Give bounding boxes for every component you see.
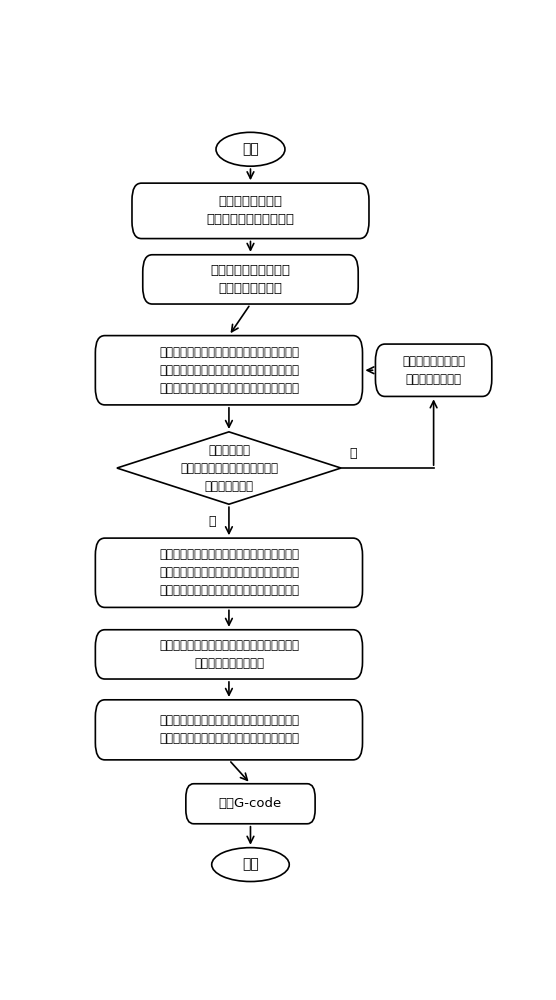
FancyBboxPatch shape xyxy=(186,784,315,824)
Ellipse shape xyxy=(212,848,289,882)
Text: 采用拓扑学思想将各子区域抽象成点，并根据
子区域所属优化结构的位置关系将点与点之间
相连接，建立含有优化结构特征信息的连通图: 采用拓扑学思想将各子区域抽象成点，并根据 子区域所属优化结构的位置关系将点与点之… xyxy=(159,346,299,395)
FancyBboxPatch shape xyxy=(132,183,369,239)
FancyBboxPatch shape xyxy=(96,700,363,760)
FancyBboxPatch shape xyxy=(143,255,358,304)
Text: 根据各区间的纤维轨迹方向和打印间距约束，
对子区域进行材料铺放: 根据各区间的纤维轨迹方向和打印间距约束， 对子区域进行材料铺放 xyxy=(159,639,299,670)
Ellipse shape xyxy=(216,132,285,166)
Text: 否: 否 xyxy=(350,447,357,460)
Text: 开始: 开始 xyxy=(242,142,259,156)
FancyBboxPatch shape xyxy=(96,336,363,405)
Text: 是: 是 xyxy=(208,515,216,528)
Text: 增加连通图中的点，
即增添新的子区域: 增加连通图中的点， 即增添新的子区域 xyxy=(402,355,465,386)
FancyBboxPatch shape xyxy=(375,344,492,396)
Text: 输出G-code: 输出G-code xyxy=(219,797,282,810)
Text: 根据子区域几何特征将其分割为有限个区间，
在各区间内根据所包含并行优化结果的单元纤
维角度和材料密度构建该区间的纤维轨迹方向: 根据子区域几何特征将其分割为有限个区间， 在各区间内根据所包含并行优化结果的单元… xyxy=(159,548,299,597)
FancyBboxPatch shape xyxy=(96,630,363,679)
FancyBboxPatch shape xyxy=(96,538,363,607)
Text: 复合材料结构设计
纤维取向与结构并行优化: 复合材料结构设计 纤维取向与结构并行优化 xyxy=(206,195,295,226)
Text: 根据优化结构几何特征
划分有限个子区域: 根据优化结构几何特征 划分有限个子区域 xyxy=(211,264,290,295)
Text: 根据哈密顿路径的连接关系连接各子区域，并
在连接区域内设置最小打印半径作为制造约束: 根据哈密顿路径的连接关系连接各子区域，并 在连接区域内设置最小打印半径作为制造约… xyxy=(159,714,299,745)
Text: 连通图中是否
存在至少一条哈密顿路径可作为
路径规划的依据: 连通图中是否 存在至少一条哈密顿路径可作为 路径规划的依据 xyxy=(180,444,278,493)
Polygon shape xyxy=(117,432,341,504)
Text: 结束: 结束 xyxy=(242,858,259,872)
